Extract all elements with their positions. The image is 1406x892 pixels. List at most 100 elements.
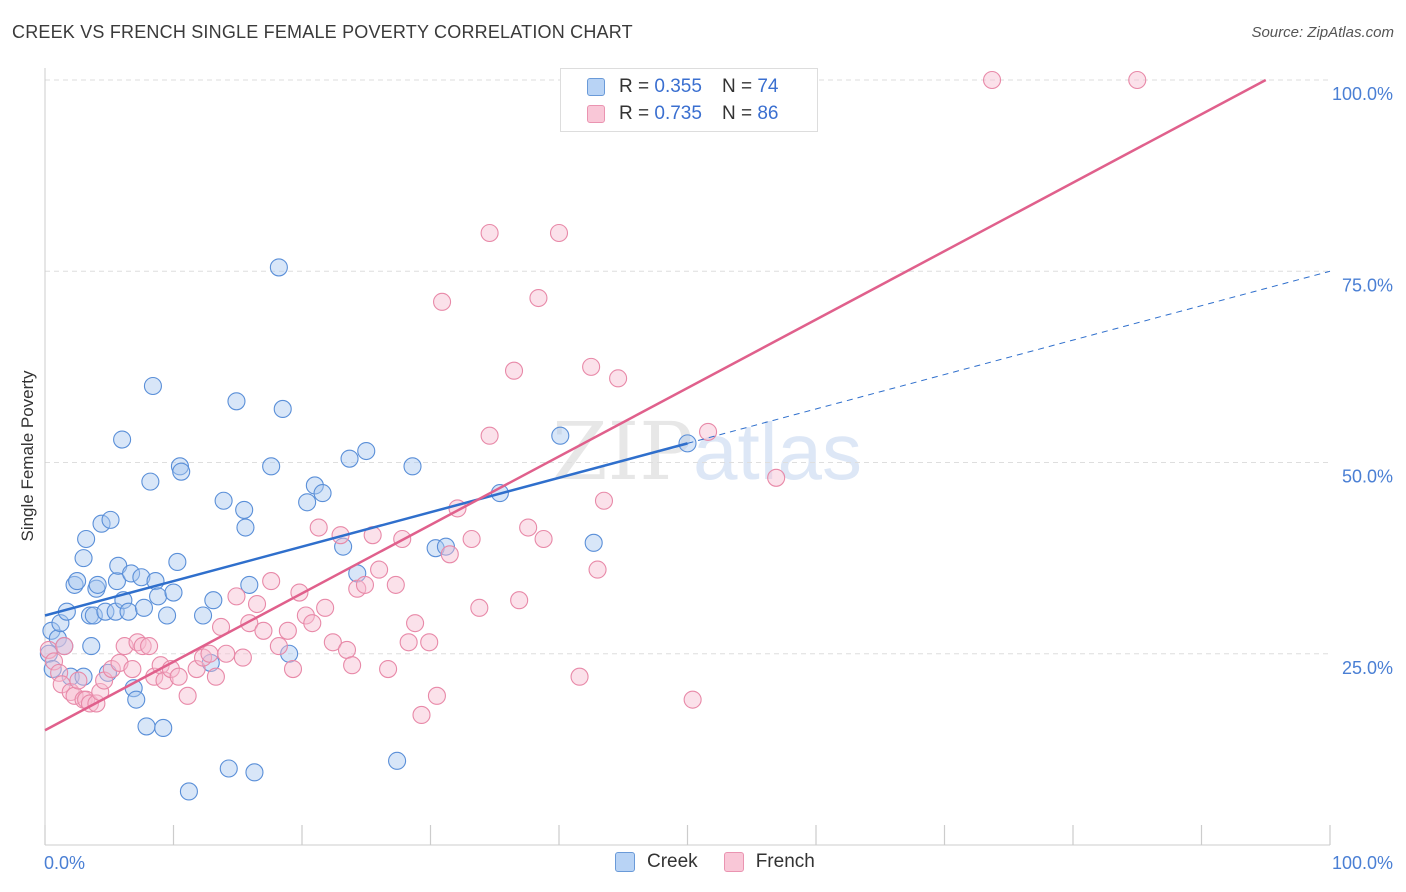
french-point xyxy=(699,422,718,441)
french-point xyxy=(582,357,601,376)
creek-point xyxy=(313,484,332,503)
y-tick-label: 75.0% xyxy=(1342,275,1393,295)
creek-point xyxy=(194,606,213,625)
french-point xyxy=(187,659,206,679)
french-point xyxy=(343,656,362,675)
creek-point xyxy=(51,614,70,633)
creek-point xyxy=(132,568,151,587)
french-point xyxy=(69,671,88,690)
legend-r-label: R = xyxy=(619,76,650,97)
legend-row-french: R = 0.735 N = 86 xyxy=(587,102,778,126)
french-point xyxy=(399,633,418,652)
french-point xyxy=(412,705,431,725)
creek-point xyxy=(273,399,292,419)
french-point xyxy=(433,292,452,311)
french-point xyxy=(39,640,58,659)
watermark-zip: ZIP xyxy=(552,405,694,498)
french-point xyxy=(217,644,236,663)
creek-point xyxy=(77,529,96,549)
legend-r-label: R = xyxy=(619,103,650,124)
creek-point xyxy=(80,606,100,625)
french-point xyxy=(133,637,152,656)
legend-n-value: 74 xyxy=(757,76,779,97)
creek-point xyxy=(134,598,153,617)
creek-point xyxy=(96,602,115,621)
chart-title: CREEK VS FRENCH SINGLE FEMALE POVERTY CO… xyxy=(12,22,633,42)
creek-point xyxy=(269,258,288,277)
creek-point xyxy=(551,426,570,445)
french-point xyxy=(440,545,459,564)
french-point xyxy=(169,667,188,686)
french-point xyxy=(247,594,267,614)
french-point xyxy=(767,468,786,487)
french-point xyxy=(588,560,607,579)
french-point xyxy=(386,575,405,594)
grid-lines xyxy=(45,79,1330,655)
x-tick-label: 0.0% xyxy=(44,853,85,873)
creek-point xyxy=(298,493,317,512)
french-point xyxy=(283,659,303,679)
french-point xyxy=(462,529,481,549)
creek-point xyxy=(236,518,255,537)
correlation-legend: R = 0.355 N = 74 R = 0.735 N = 86 xyxy=(560,68,818,132)
creek-swatch xyxy=(615,852,635,872)
legend-item-french: French xyxy=(723,851,815,873)
french-point xyxy=(529,288,548,308)
creek-point xyxy=(403,457,422,476)
french-point xyxy=(609,369,628,388)
watermark-atlas: atlas xyxy=(693,407,862,496)
french-point xyxy=(510,591,529,610)
french-point xyxy=(570,667,589,686)
french-point xyxy=(355,575,375,594)
legend-label-creek: Creek xyxy=(647,851,698,872)
creek-point xyxy=(280,644,299,663)
creek-point xyxy=(262,457,281,476)
french-swatch xyxy=(723,852,744,872)
creek-point xyxy=(127,690,146,709)
watermark: ZIPatlas xyxy=(552,405,862,498)
creek-point xyxy=(240,575,259,594)
creek-point xyxy=(154,718,173,738)
french-point xyxy=(55,637,74,656)
french-point xyxy=(683,690,702,709)
creek-point xyxy=(88,575,107,594)
legend-item-creek: Creek xyxy=(615,851,698,873)
french-point xyxy=(269,637,288,656)
creek-point xyxy=(119,602,138,621)
french-point xyxy=(480,426,499,445)
french-point xyxy=(316,598,335,617)
creek-point xyxy=(92,514,111,533)
creek-point xyxy=(74,549,93,568)
french-point xyxy=(227,587,246,606)
creek-point xyxy=(245,763,264,782)
axes xyxy=(44,68,1331,846)
creek-point xyxy=(68,572,87,591)
creek-point xyxy=(584,533,603,552)
creek-point xyxy=(82,637,101,656)
creek-point xyxy=(122,564,141,583)
french-point xyxy=(50,663,69,682)
french-point xyxy=(504,361,524,380)
french-point xyxy=(296,606,315,625)
french-point xyxy=(480,223,499,243)
creek-trend-line xyxy=(44,442,688,617)
french-point xyxy=(178,686,197,705)
series-legend: Creek French xyxy=(615,851,841,873)
creek-point xyxy=(149,587,168,606)
french-point xyxy=(254,621,273,640)
y-tick-label: 50.0% xyxy=(1342,467,1393,487)
french-point xyxy=(534,529,553,549)
source-credit: Source: ZipAtlas.com xyxy=(1251,24,1394,41)
creek-point xyxy=(113,430,132,449)
french-point xyxy=(155,671,174,690)
creek-trend-extension xyxy=(687,270,1331,444)
trend-lines xyxy=(44,78,1331,732)
french-point xyxy=(323,633,342,652)
creek-point xyxy=(388,751,407,770)
creek-point xyxy=(179,782,198,801)
french-point xyxy=(420,633,439,652)
creek-point xyxy=(158,606,177,625)
creek-point xyxy=(305,476,324,495)
french-point xyxy=(200,644,219,663)
